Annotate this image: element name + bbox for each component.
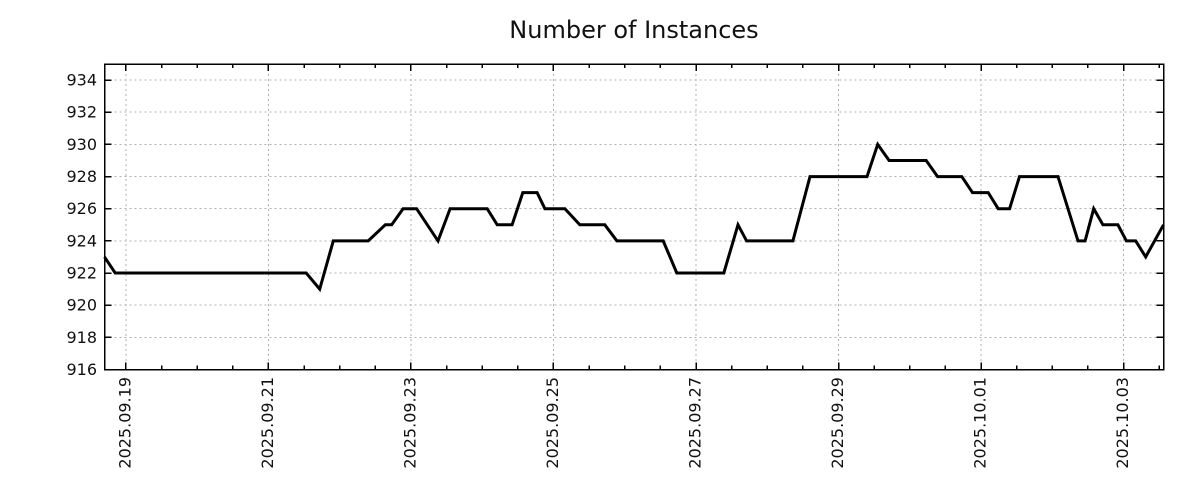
y-tick-label: 932	[66, 103, 97, 122]
plot-border	[103, 63, 1165, 371]
x-tick-label: 2025.09.23	[400, 377, 419, 469]
x-tick-label: 2025.10.03	[1113, 377, 1132, 469]
x-tick-label: 2025.09.19	[115, 377, 134, 469]
x-tick-label: 2025.09.29	[828, 377, 847, 469]
y-tick-label: 918	[66, 328, 97, 347]
y-tick-label: 924	[66, 231, 97, 250]
series-line	[103, 141, 1165, 293]
y-tick-label: 916	[66, 360, 97, 379]
y-tick-label: 926	[66, 199, 97, 218]
x-tick-label: 2025.10.01	[971, 377, 990, 469]
chart-title: Number of Instances	[509, 16, 759, 44]
x-tick-label: 2025.09.21	[258, 377, 277, 469]
x-tick-label: 2025.09.27	[686, 377, 705, 469]
y-tick-label: 922	[66, 264, 97, 283]
y-tick-label: 920	[66, 296, 97, 315]
y-tick-label: 928	[66, 167, 97, 186]
y-tick-label: 934	[66, 71, 97, 90]
x-tick-label: 2025.09.25	[543, 377, 562, 469]
y-tick-label: 930	[66, 135, 97, 154]
